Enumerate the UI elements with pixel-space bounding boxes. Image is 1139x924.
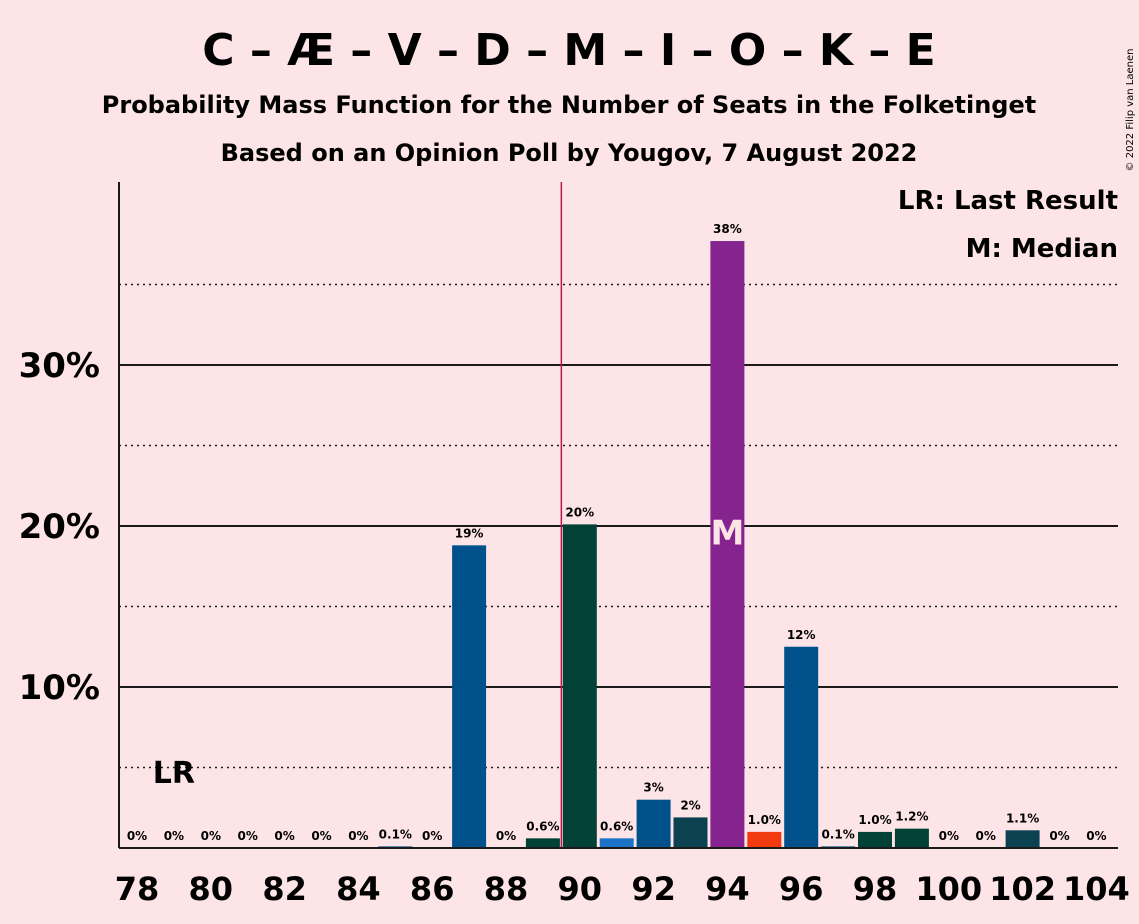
x-tick-label-78: 78 [115,870,160,908]
bar-label-seat-100: 0% [939,829,959,843]
bar-label-seat-78: 0% [127,829,147,843]
bar-label-seat-102: 1.1% [1006,811,1039,825]
bar-label-seat-79: 0% [164,829,184,843]
bar-label-seat-96: 12% [787,628,816,642]
bar-label-seat-104: 0% [1086,829,1106,843]
x-tick-label-84: 84 [336,870,381,908]
x-tick-label-96: 96 [779,870,824,908]
bar-label-seat-86: 0% [422,829,442,843]
y-tick-label-10: 10% [19,668,100,708]
bar-seat-87 [452,545,487,848]
x-tick-label-86: 86 [410,870,455,908]
bars-group [378,241,1040,848]
bar-seat-89 [525,838,560,848]
bar-labels-group: 0% 0% 0% 0% 0% 0% 0% 0.1% 0% 19% 0% 0.6% 20% 0.6% 3% 2%… [127,222,1107,843]
bar-label-seat-84: 0% [348,829,368,843]
bar-seat-91 [599,838,634,848]
legend-last-result: LR: Last Result [898,186,1118,216]
bar-label-seat-80: 0% [201,829,221,843]
last-result-marker: LR [153,756,195,791]
median-marker: M [710,514,744,554]
bar-seat-93 [673,817,708,848]
x-tick-label-100: 100 [915,870,982,908]
bar-seat-92 [636,799,671,848]
bar-seat-96 [784,646,819,848]
bar-label-seat-94: 38% [713,222,742,236]
bar-label-seat-89: 0.6% [526,819,559,833]
bar-seat-90 [562,524,597,848]
y-tick-labels: 10% 20% 30% [19,346,100,708]
x-tick-label-88: 88 [484,870,529,908]
y-tick-label-20: 20% [19,507,100,547]
bar-label-seat-98: 1.0% [858,813,891,827]
bar-seat-98 [858,831,892,848]
bar-label-seat-87: 19% [455,526,484,540]
y-tick-label-30: 30% [19,346,100,386]
bar-seat-102 [1005,830,1040,848]
bar-label-seat-99: 1.2% [895,810,928,824]
chart-subtitle-poll: Based on an Opinion Poll by Yougov, 7 Au… [221,139,918,167]
bar-label-seat-92: 3% [643,781,663,795]
bar-label-seat-103: 0% [1049,829,1069,843]
bar-label-seat-83: 0% [311,829,331,843]
bar-label-seat-97: 0.1% [821,827,854,841]
x-tick-label-82: 82 [262,870,307,908]
copyright-text: © 2022 Filip van Laenen [1125,49,1136,172]
bar-seat-95 [747,831,782,848]
chart-subtitle: Probability Mass Function for the Number… [102,91,1036,119]
x-tick-label-92: 92 [631,870,676,908]
bar-label-seat-90: 20% [565,505,594,519]
x-tick-label-98: 98 [853,870,898,908]
bar-seat-94 [710,241,745,848]
chart-title: C – Æ – V – D – M – I – O – K – E [202,25,935,76]
bar-label-seat-81: 0% [238,829,258,843]
x-tick-labels: 78 80 82 84 86 88 90 92 94 96 98 100 102 104 [115,870,1130,908]
x-tick-label-90: 90 [558,870,603,908]
x-tick-label-94: 94 [705,870,750,908]
legend-median: M: Median [966,234,1118,264]
x-tick-label-80: 80 [189,870,234,908]
bar-label-seat-93: 2% [680,798,700,812]
bar-label-seat-82: 0% [274,829,294,843]
x-tick-label-102: 102 [989,870,1056,908]
x-tick-label-104: 104 [1063,870,1130,908]
bar-label-seat-101: 0% [976,829,996,843]
bar-label-seat-85: 0.1% [379,827,412,841]
bar-seat-99 [894,828,929,848]
bar-label-seat-95: 1.0% [748,813,781,827]
bar-label-seat-88: 0% [496,829,516,843]
grid-lines [119,283,1118,769]
bar-label-seat-91: 0.6% [600,819,633,833]
